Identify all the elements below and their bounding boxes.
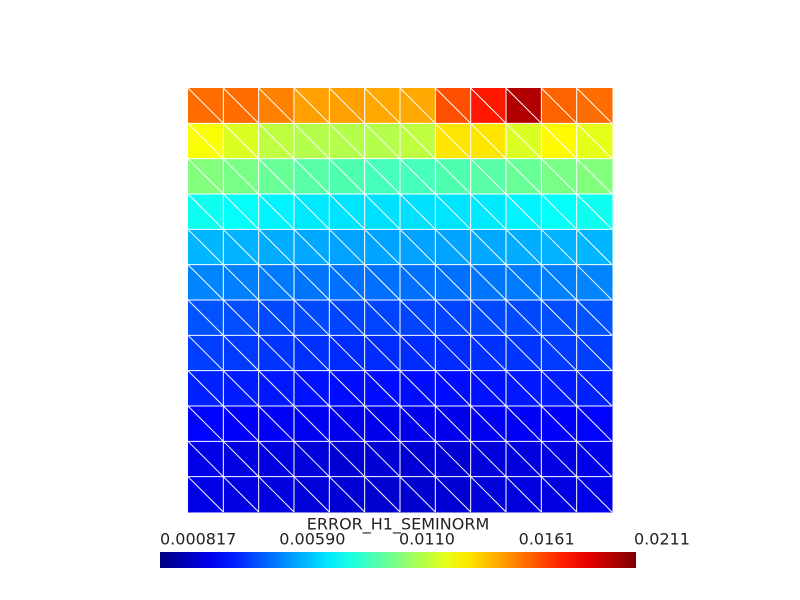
colorbar-tick-label: 0.0211 [634,530,690,549]
colorbar-tick-label: 0.00590 [279,530,345,549]
colorbar [160,552,636,568]
colorbar-title: ERROR_H1_SEMINORM [307,515,490,535]
colorbar-tick-label: 0.0161 [519,530,575,549]
colorbar-tick-label: 0.000817 [160,530,236,549]
colorbar-tick-label: 0.0110 [399,530,455,549]
mesh-wireframe [187,87,613,513]
